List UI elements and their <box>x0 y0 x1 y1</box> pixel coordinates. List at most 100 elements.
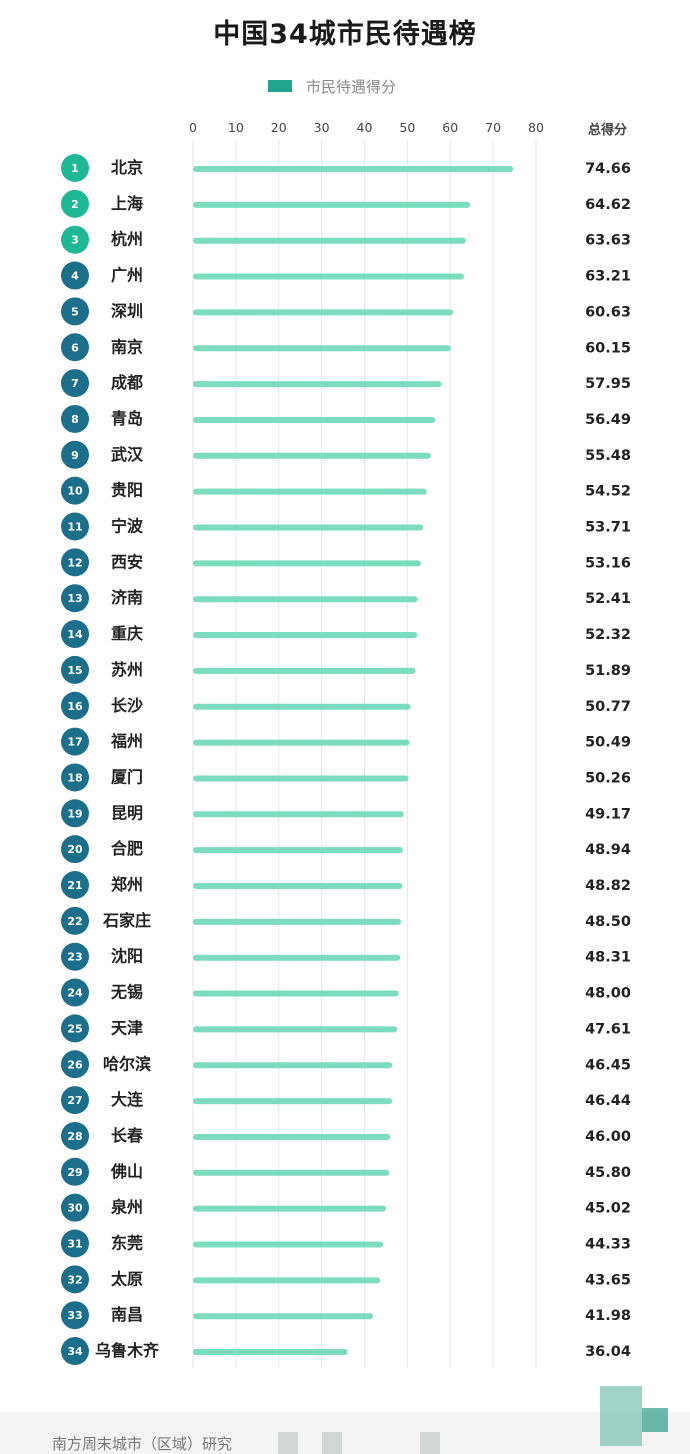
city-label: 沈阳 <box>111 947 143 966</box>
rank-badge <box>61 512 89 541</box>
score-bar <box>193 488 427 495</box>
chart-rows: 1 北京 74.66 2 上海 64.62 3 杭州 63.63 4 广州 63.21 5 深圳 60.63… <box>61 154 631 1366</box>
rank-badge <box>61 261 89 290</box>
city-label: 上海 <box>111 194 143 213</box>
score-bar <box>193 775 409 782</box>
rank-number: 30 <box>67 1202 83 1215</box>
score-value-label: 43.65 <box>585 1272 631 1288</box>
score-value-label: 48.50 <box>585 914 631 930</box>
rank-badge <box>61 297 89 326</box>
watermark-logo <box>642 1408 668 1432</box>
chart-row: 4 广州 63.21 <box>61 261 631 290</box>
score-value-label: 41.98 <box>585 1308 631 1324</box>
rank-badge <box>61 1193 89 1222</box>
rank-number: 23 <box>67 951 82 964</box>
rank-number: 25 <box>67 1022 82 1035</box>
rank-badge <box>61 835 89 864</box>
score-value-label: 46.44 <box>585 1093 631 1109</box>
city-label: 济南 <box>111 588 143 607</box>
score-bar <box>193 1133 391 1140</box>
city-label: 天津 <box>111 1018 143 1037</box>
legend-swatch <box>268 80 292 92</box>
score-bar <box>193 166 514 172</box>
rank-badge <box>61 727 89 756</box>
rank-number: 34 <box>67 1345 83 1358</box>
rank-badge <box>61 154 89 182</box>
score-bar <box>193 524 424 531</box>
city-label: 武汉 <box>111 445 144 464</box>
rank-badge <box>61 225 89 254</box>
score-value-label: 50.26 <box>585 770 631 786</box>
rank-number: 28 <box>67 1130 82 1143</box>
x-tick-label: 30 <box>314 120 330 135</box>
score-value-label: 46.00 <box>585 1129 631 1145</box>
chart-row: 11 宁波 53.71 <box>61 512 631 541</box>
score-bar <box>193 1169 390 1176</box>
x-tick-label: 10 <box>228 120 244 135</box>
rank-number: 14 <box>67 628 83 641</box>
rank-badge <box>61 369 89 398</box>
city-label: 重庆 <box>111 624 143 643</box>
score-bar <box>193 201 471 208</box>
city-label: 太原 <box>110 1269 143 1288</box>
rank-number: 1 <box>71 162 79 175</box>
chart-row: 22 石家庄 48.50 <box>61 906 631 935</box>
score-value-label: 48.94 <box>585 842 631 858</box>
score-value-label: 52.32 <box>585 627 631 643</box>
score-bar <box>193 632 418 639</box>
score-bar <box>193 703 411 710</box>
rank-badge <box>61 548 89 577</box>
city-label: 哈尔滨 <box>103 1054 151 1073</box>
city-label: 长沙 <box>111 696 143 715</box>
x-tick-label: 40 <box>357 120 373 135</box>
rank-badge <box>61 404 89 433</box>
rank-number: 8 <box>71 413 79 426</box>
chart-row: 15 苏州 51.89 <box>61 655 631 684</box>
score-value-label: 36.04 <box>585 1344 631 1360</box>
city-label: 昆明 <box>111 803 143 822</box>
city-label: 长春 <box>111 1126 144 1145</box>
city-label: 合肥 <box>111 839 143 858</box>
score-value-label: 52.41 <box>585 591 631 607</box>
city-label: 西安 <box>111 552 143 571</box>
rank-number: 33 <box>67 1309 82 1322</box>
rank-number: 9 <box>71 449 79 462</box>
score-value-label: 63.63 <box>585 233 631 249</box>
score-value-label: 47.61 <box>585 1021 631 1037</box>
score-value-label: 74.66 <box>585 161 631 177</box>
city-label: 无锡 <box>110 983 143 1002</box>
chart-grid <box>192 140 537 1369</box>
city-label: 乌鲁木齐 <box>95 1341 160 1360</box>
score-bar <box>193 990 399 997</box>
chart-row: 34 乌鲁木齐 36.04 <box>61 1337 631 1366</box>
chart-row: 25 天津 47.61 <box>61 1014 631 1043</box>
chart-row: 14 重庆 52.32 <box>61 620 631 649</box>
score-bar <box>193 918 401 925</box>
chart-row: 18 厦门 50.26 <box>61 763 631 792</box>
score-value-label: 64.62 <box>585 197 631 213</box>
city-label: 杭州 <box>111 230 143 249</box>
rank-badge <box>61 1337 89 1366</box>
rank-number: 6 <box>71 341 79 354</box>
rank-number: 5 <box>71 305 79 318</box>
legend-label: 市民待遇得分 <box>306 77 397 96</box>
rank-badge <box>61 1014 89 1043</box>
score-bar <box>193 1349 348 1356</box>
score-bar <box>193 273 465 280</box>
city-label: 宁波 <box>111 517 144 536</box>
city-label: 贵阳 <box>111 481 143 500</box>
rank-number: 32 <box>67 1273 82 1286</box>
rank-badge <box>61 333 89 362</box>
city-label: 东莞 <box>111 1234 143 1253</box>
score-bar <box>193 1205 387 1212</box>
score-bar <box>193 560 421 567</box>
chart-row: 31 东莞 44.33 <box>61 1229 631 1258</box>
city-label: 深圳 <box>111 301 143 320</box>
score-bar <box>193 1026 398 1033</box>
city-label: 福州 <box>110 732 143 751</box>
watermark-blur <box>278 1432 298 1454</box>
rank-badge <box>61 1050 89 1079</box>
score-bar <box>193 847 403 854</box>
city-label: 苏州 <box>111 660 143 679</box>
city-label: 泉州 <box>111 1198 143 1217</box>
